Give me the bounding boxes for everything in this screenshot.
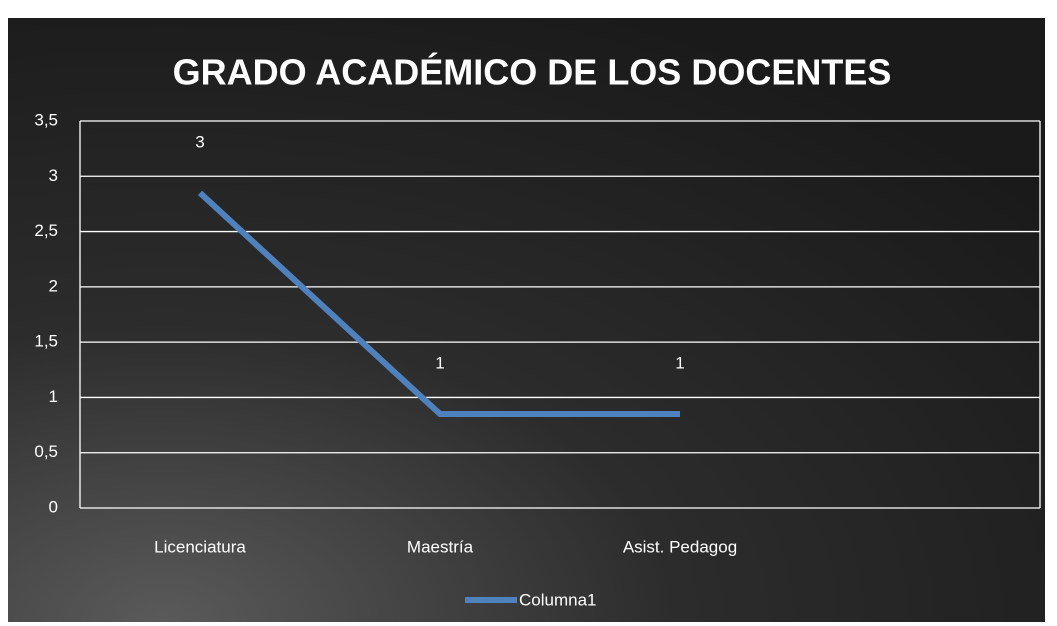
data-label: 1 xyxy=(435,353,444,372)
x-tick-label: Maestría xyxy=(407,537,474,556)
y-tick-label: 1 xyxy=(49,387,58,406)
chart-background xyxy=(8,18,1045,622)
y-tick-label: 0 xyxy=(49,497,58,516)
y-tick-label: 0,5 xyxy=(34,442,58,461)
x-tick-label: Asist. Pedagog xyxy=(623,537,737,556)
data-label: 3 xyxy=(195,132,204,151)
y-tick-label: 3 xyxy=(49,166,58,185)
y-tick-label: 2,5 xyxy=(34,221,58,240)
data-label: 1 xyxy=(675,353,684,372)
y-tick-label: 3,5 xyxy=(34,110,58,129)
chart-title: GRADO ACADÉMICO DE LOS DOCENTES xyxy=(173,52,892,93)
y-tick-label: 2 xyxy=(49,276,58,295)
line-series xyxy=(197,190,680,418)
legend-label: Columna1 xyxy=(519,590,597,609)
y-tick-label: 1,5 xyxy=(34,332,58,351)
x-tick-label: Licenciatura xyxy=(154,537,246,556)
